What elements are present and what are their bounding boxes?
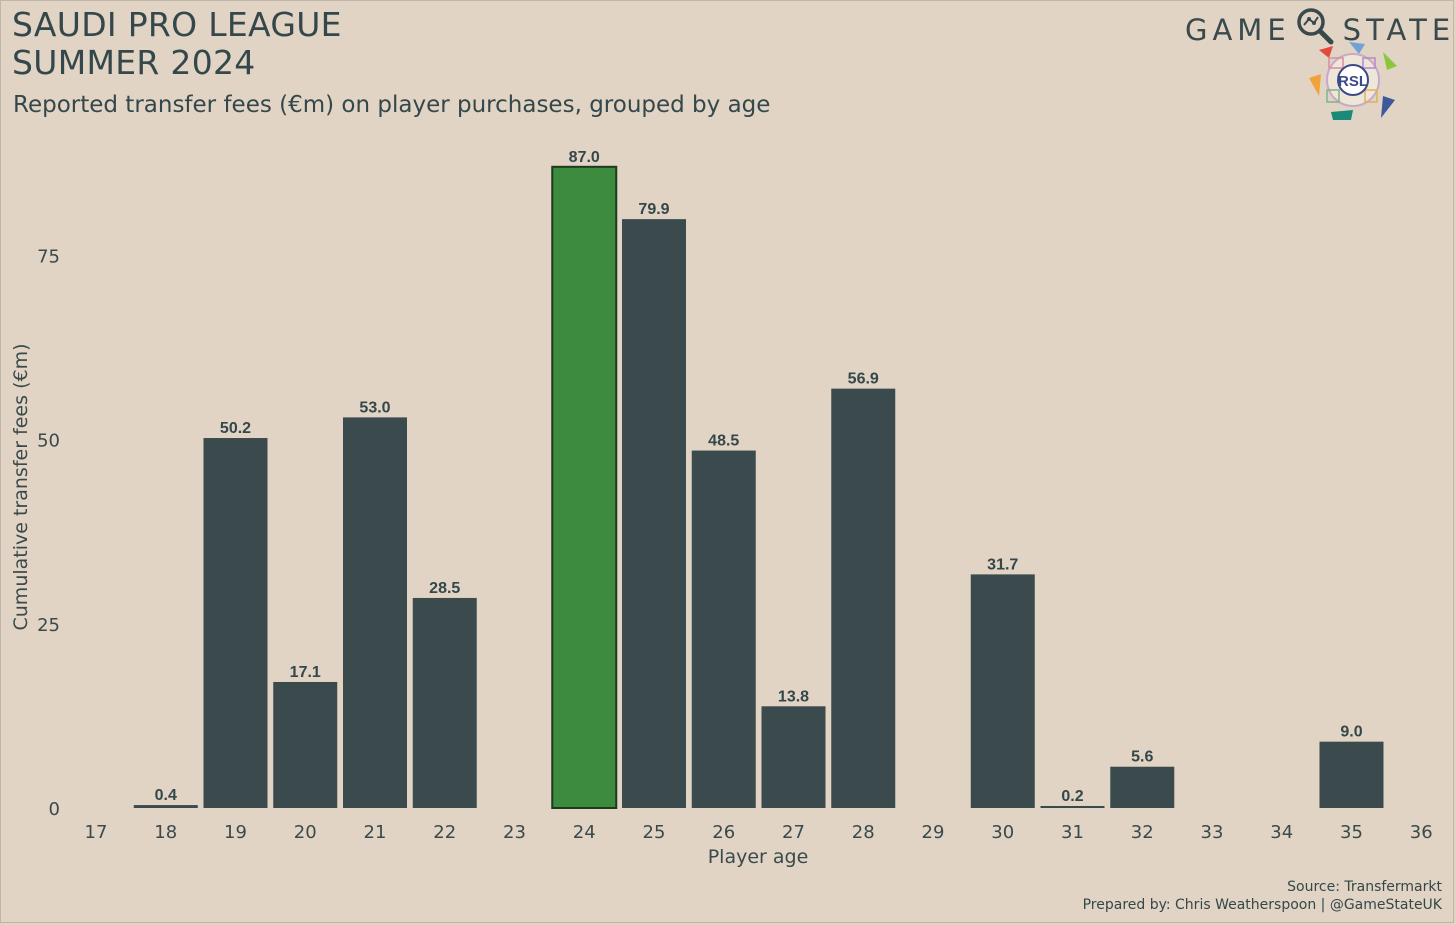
x-tick-label-22: 22 (433, 822, 456, 843)
bar-label-age-28: 56.9 (848, 371, 879, 388)
x-tick-label-31: 31 (1061, 822, 1084, 843)
x-tick-label-24: 24 (573, 822, 596, 843)
bar-label-age-24: 87.0 (569, 149, 600, 166)
bar-label-age-27: 13.8 (778, 688, 809, 705)
rsl-logo: RSL (1303, 40, 1403, 128)
y-tick-label-75: 75 (37, 246, 60, 267)
x-tick-label-32: 32 (1131, 822, 1154, 843)
bar-label-age-19: 50.2 (220, 420, 251, 437)
bar-label-age-20: 17.1 (290, 664, 321, 681)
x-tick-label-35: 35 (1340, 822, 1363, 843)
bar-age-24 (551, 165, 618, 809)
brand-word-game: GAME (1185, 12, 1291, 47)
bar-label-age-32: 5.6 (1131, 749, 1153, 766)
brand-word-state: STATE (1342, 12, 1456, 47)
title-line-2: SUMMER 2024 (12, 43, 256, 82)
x-tick-label-25: 25 (643, 822, 666, 843)
bar-age-35 (1319, 741, 1384, 808)
x-tick-label-30: 30 (991, 822, 1014, 843)
bar-label-age-18: 0.4 (155, 787, 177, 804)
x-tick-label-33: 33 (1201, 822, 1224, 843)
x-tick-label-29: 29 (922, 822, 945, 843)
x-tick-label-34: 34 (1270, 822, 1293, 843)
bar-value-labels: 0.4 50.2 17.1 53.0 28.5 87.0 79.9 48.5 13.8 56.9 3… (155, 149, 1363, 805)
x-tick-label-26: 26 (712, 822, 735, 843)
bar-label-age-26: 48.5 (708, 433, 739, 450)
bar-label-age-31: 0.2 (1061, 788, 1083, 805)
x-tick-label-21: 21 (364, 822, 387, 843)
bar-label-age-22: 28.5 (429, 580, 460, 597)
bar-age-20 (273, 681, 338, 808)
y-axis-label: Cumulative transfer fees (€m) (10, 344, 32, 631)
chart-subtitle: Reported transfer fees (€m) on player pu… (13, 92, 771, 118)
magnifier-icon (1295, 6, 1335, 53)
x-tick-label-28: 28 (852, 822, 875, 843)
bar-age-21 (343, 417, 407, 808)
x-tick-label-18: 18 (154, 822, 177, 843)
bar-label-age-30: 31.7 (987, 556, 1018, 573)
bar-label-age-25: 79.9 (638, 201, 669, 218)
y-tick-label-0: 0 (49, 799, 60, 820)
x-tick-label-17: 17 (85, 822, 108, 843)
bar-label-age-21: 53.0 (359, 399, 390, 416)
bar-age-32 (1110, 766, 1175, 808)
chart-title: SAUDI PRO LEAGUE SUMMER 2024 (12, 6, 342, 82)
bar-age-26 (691, 450, 756, 808)
x-tick-label-20: 20 (294, 822, 317, 843)
y-tick-label-25: 25 (37, 615, 60, 636)
bar-age-19 (203, 438, 268, 808)
game-state-brand: GAME STATE (1185, 6, 1455, 53)
x-tick-label-27: 27 (782, 822, 805, 843)
bar-age-22 (412, 597, 477, 808)
x-tick-label-36: 36 (1410, 822, 1433, 843)
x-axis-label: Player age (708, 846, 809, 868)
bar-age-27 (761, 706, 826, 808)
title-line-1: SAUDI PRO LEAGUE (12, 5, 342, 44)
prepared-credit: Prepared by: Chris Weatherspoon | @GameS… (1082, 897, 1442, 913)
bar-age-30 (970, 574, 1035, 808)
x-tick-label-19: 19 (224, 822, 247, 843)
bar-age-28 (831, 388, 896, 808)
x-tick-label-23: 23 (503, 822, 526, 843)
source-credit: Source: Transfermarkt (1287, 879, 1442, 895)
bar-age-18 (133, 805, 198, 808)
bar-age-31 (1040, 806, 1105, 808)
bar-label-age-35: 9.0 (1340, 724, 1362, 741)
bar-age-25 (622, 219, 686, 809)
x-axis-ticks: 17 18 19 20 21 22 23 24 25 26 27 28 29 30 31 32 33 34 35 36 (85, 822, 1433, 843)
y-axis-ticks: 0 25 50 75 (37, 246, 60, 820)
bars (133, 165, 1384, 809)
rsl-logo-text: RSL (1338, 73, 1368, 90)
footer: Source: Transfermarkt Prepared by: Chris… (1083, 878, 1442, 914)
y-tick-label-50: 50 (37, 431, 60, 452)
